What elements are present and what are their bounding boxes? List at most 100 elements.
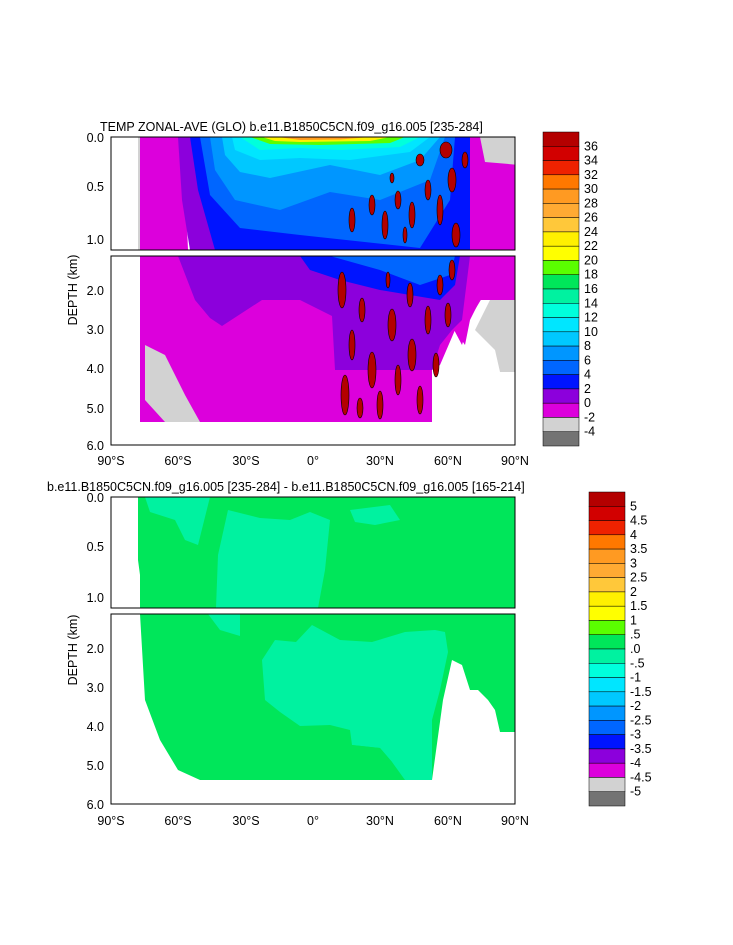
colorbar-label: 36 bbox=[584, 139, 598, 153]
colorbar-swatch bbox=[542, 131, 580, 147]
colorbar-swatch bbox=[542, 374, 580, 390]
colorbar-label: 20 bbox=[584, 253, 598, 267]
colorbar-swatch bbox=[542, 203, 580, 218]
chart1-upper-field bbox=[111, 137, 515, 250]
colorbar-label: -2 bbox=[584, 410, 595, 424]
colorbar-label: 34 bbox=[584, 154, 598, 168]
colorbar-swatch bbox=[588, 648, 626, 664]
chart2-ytick: 1.0 bbox=[87, 591, 104, 605]
colorbar-label: 6 bbox=[584, 353, 591, 367]
colorbar-label: 10 bbox=[584, 325, 598, 339]
chart1-xtick: 0° bbox=[307, 454, 319, 468]
chart2-xtick: 30°N bbox=[366, 814, 394, 828]
chart2-ytick: 6.0 bbox=[87, 798, 104, 812]
chart1-lower-field bbox=[111, 256, 515, 445]
colorbar-swatch bbox=[588, 748, 626, 764]
chart1-title: TEMP ZONAL-AVE (GLO) b.e11.B1850C5CN.f09… bbox=[100, 120, 483, 134]
colorbar-swatch bbox=[542, 388, 580, 404]
colorbar-label: 28 bbox=[584, 196, 598, 210]
colorbar-swatch bbox=[588, 591, 626, 607]
colorbar-label: 16 bbox=[584, 282, 598, 296]
chart2-xtick: 30°S bbox=[232, 814, 259, 828]
colorbar-swatch bbox=[542, 331, 580, 347]
colorbar-swatch bbox=[542, 431, 580, 447]
colorbar-swatch bbox=[542, 146, 580, 161]
colorbar-label: 4.5 bbox=[630, 514, 647, 528]
colorbar-swatch bbox=[542, 402, 580, 418]
colorbar-label: -.5 bbox=[630, 656, 645, 670]
colorbar-swatch bbox=[542, 288, 580, 304]
colorbar-swatch bbox=[542, 303, 580, 318]
colorbar-label: 1 bbox=[630, 613, 637, 627]
chart2-lower-field bbox=[111, 614, 515, 804]
colorbar-swatch bbox=[542, 417, 580, 432]
colorbar-label: 22 bbox=[584, 239, 598, 253]
colorbar-label: 2 bbox=[630, 585, 637, 599]
colorbar-label: -4 bbox=[584, 425, 595, 439]
chart2-ylabel: DEPTH (km) bbox=[66, 615, 80, 686]
colorbar-label: -1 bbox=[630, 671, 641, 685]
colorbar-swatch bbox=[588, 563, 626, 578]
chart2-xtick: 0° bbox=[307, 814, 319, 828]
chart2-title: b.e11.B1850C5CN.f09_g16.005 [235-284] - … bbox=[47, 480, 525, 494]
colorbar-label: -3 bbox=[630, 728, 641, 742]
colorbar-swatch bbox=[588, 620, 626, 635]
colorbar-label: 30 bbox=[584, 182, 598, 196]
chart1-ytick: 6.0 bbox=[87, 439, 104, 453]
chart2-ytick: 2.0 bbox=[87, 642, 104, 656]
chart2-y-ticks: 0.0 0.5 1.0 2.0 3.0 4.0 5.0 6.0 bbox=[87, 491, 104, 812]
chart2-ytick: 4.0 bbox=[87, 720, 104, 734]
colorbar-label: 5 bbox=[630, 499, 637, 513]
colorbar-swatch bbox=[588, 691, 626, 707]
colorbar-swatch bbox=[588, 791, 626, 807]
colorbar-swatch bbox=[588, 534, 626, 550]
colorbar-label: 32 bbox=[584, 168, 598, 182]
colorbar-label: 14 bbox=[584, 296, 598, 310]
colorbar-label: -4 bbox=[630, 756, 641, 770]
colorbar-swatch bbox=[588, 491, 626, 507]
chart1-x-ticks: 90°S 60°S 30°S 0° 30°N 60°N 90°N bbox=[97, 454, 529, 468]
colorbar-swatch bbox=[588, 762, 626, 778]
colorbar-label: 12 bbox=[584, 311, 598, 325]
chart1-ylabel: DEPTH (km) bbox=[66, 255, 80, 326]
chart2-colorbar: 54.543.532.521.51.5.0-.5-1-1.5-2-2.5-3-3… bbox=[588, 491, 652, 807]
colorbar-label: 18 bbox=[584, 268, 598, 282]
chart2-ytick: 5.0 bbox=[87, 759, 104, 773]
colorbar-swatch bbox=[542, 360, 580, 375]
chart1-ytick: 2.0 bbox=[87, 284, 104, 298]
colorbar-label: 4 bbox=[584, 368, 591, 382]
chart1-xtick: 60°N bbox=[434, 454, 462, 468]
chart1-xtick: 30°S bbox=[232, 454, 259, 468]
chart2-ytick: 3.0 bbox=[87, 681, 104, 695]
chart2-ytick: 0.0 bbox=[87, 491, 104, 505]
colorbar-swatch bbox=[542, 160, 580, 176]
colorbar-swatch bbox=[588, 705, 626, 721]
colorbar-label: 0 bbox=[584, 396, 591, 410]
colorbar-label: -2.5 bbox=[630, 713, 652, 727]
chart1-ytick: 0.5 bbox=[87, 180, 104, 194]
chart2-xtick: 90°S bbox=[97, 814, 124, 828]
colorbar-swatch bbox=[542, 260, 580, 275]
chart2-x-ticks: 90°S 60°S 30°S 0° 30°N 60°N 90°N bbox=[97, 814, 529, 828]
colorbar-label: -2 bbox=[630, 699, 641, 713]
colorbar-label: .5 bbox=[630, 628, 640, 642]
colorbar-swatch bbox=[588, 677, 626, 693]
colorbar-swatch bbox=[588, 720, 626, 735]
colorbar-swatch bbox=[588, 663, 626, 678]
colorbar-swatch bbox=[542, 174, 580, 190]
chart1-xtick: 90°S bbox=[97, 454, 124, 468]
colorbar-label: 26 bbox=[584, 211, 598, 225]
chart1-ytick: 5.0 bbox=[87, 402, 104, 416]
chart1-xtick: 30°N bbox=[366, 454, 394, 468]
chart1-ytick: 4.0 bbox=[87, 362, 104, 376]
chart1-xtick: 60°S bbox=[164, 454, 191, 468]
chart2-upper-field bbox=[111, 497, 515, 608]
chart1-ytick: 1.0 bbox=[87, 233, 104, 247]
colorbar-swatch bbox=[542, 245, 580, 261]
colorbar-swatch bbox=[588, 506, 626, 521]
colorbar-swatch bbox=[542, 188, 580, 204]
colorbar-label: 3 bbox=[630, 556, 637, 570]
chart2-xtick: 90°N bbox=[501, 814, 529, 828]
